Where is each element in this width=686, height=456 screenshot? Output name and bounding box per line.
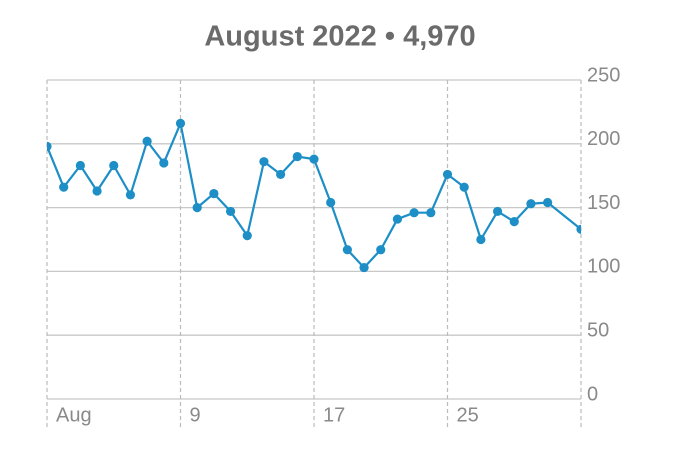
data-point	[259, 157, 269, 167]
data-point	[59, 182, 69, 192]
data-point	[509, 217, 519, 227]
plot-area	[47, 118, 581, 273]
x-tick-label: 9	[190, 404, 201, 426]
data-point	[392, 214, 403, 224]
data-point	[125, 190, 136, 200]
data-point	[92, 186, 102, 196]
y-tick-label: 250	[587, 64, 620, 86]
data-point	[309, 154, 319, 164]
data-point	[326, 197, 336, 208]
data-point	[459, 182, 469, 192]
series-line	[47, 122, 581, 269]
data-point	[75, 160, 85, 171]
y-tick-label: 100	[587, 256, 620, 278]
data-point	[409, 208, 419, 218]
data-point	[292, 151, 302, 162]
data-point	[192, 203, 202, 213]
y-tick-label: 150	[587, 192, 620, 214]
data-point	[376, 245, 386, 255]
data-point	[142, 136, 152, 146]
data-point	[359, 262, 369, 273]
chart-title: August 2022 • 4,970	[204, 21, 475, 53]
data-point	[342, 245, 352, 255]
data-point	[242, 231, 252, 241]
x-tick-label: Aug	[56, 404, 92, 426]
data-point	[476, 234, 486, 245]
y-tick-label: 0	[587, 383, 598, 405]
data-point	[175, 118, 186, 128]
data-point	[543, 197, 553, 208]
y-tick-label: 50	[587, 319, 609, 341]
data-point	[159, 158, 169, 168]
x-tick-label: 17	[323, 404, 345, 426]
data-point	[225, 206, 236, 217]
y-tick-label: 200	[587, 128, 620, 150]
data-point	[492, 206, 503, 217]
data-point	[109, 160, 119, 171]
data-point	[576, 224, 581, 234]
x-tick-label: 25	[457, 404, 479, 426]
data-point	[442, 169, 453, 180]
data-point	[526, 199, 536, 209]
data-point	[47, 141, 52, 151]
data-point	[426, 208, 436, 218]
data-point	[276, 169, 286, 180]
data-point	[209, 188, 219, 199]
